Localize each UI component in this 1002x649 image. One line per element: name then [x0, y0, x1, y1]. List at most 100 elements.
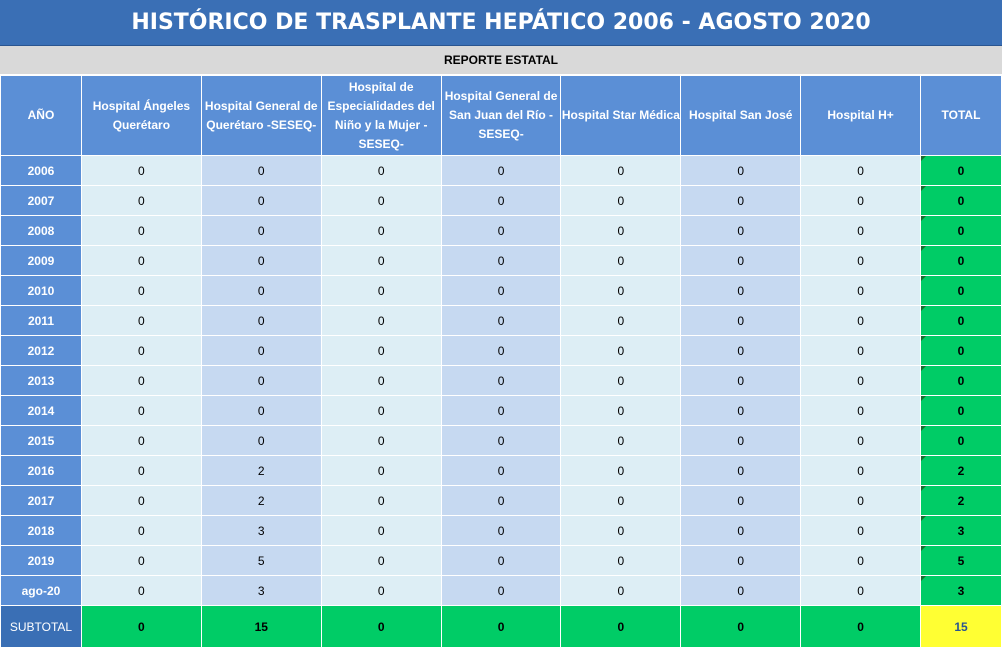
data-cell[interactable]: 0: [320, 515, 442, 546]
data-cell[interactable]: 0: [200, 185, 322, 216]
data-cell[interactable]: 0: [320, 155, 442, 186]
grand-total-cell[interactable]: 15: [920, 605, 1002, 648]
data-cell[interactable]: 0: [800, 515, 921, 546]
data-cell[interactable]: 0: [800, 545, 921, 576]
data-cell[interactable]: 0: [800, 335, 921, 366]
year-cell[interactable]: 2019: [0, 545, 82, 576]
data-cell[interactable]: 0: [80, 155, 202, 186]
data-cell[interactable]: 0: [440, 275, 562, 306]
data-cell[interactable]: 0: [680, 215, 802, 246]
year-cell[interactable]: 2012: [0, 335, 82, 366]
row-total-cell[interactable]: 5: [920, 545, 1002, 576]
data-cell[interactable]: 0: [200, 155, 322, 186]
data-cell[interactable]: 0: [80, 215, 202, 246]
data-cell[interactable]: 0: [680, 455, 802, 486]
data-cell[interactable]: 0: [800, 575, 921, 606]
data-cell[interactable]: 0: [680, 425, 802, 456]
column-header-year[interactable]: AÑO: [0, 75, 82, 156]
data-cell[interactable]: 0: [440, 545, 562, 576]
data-cell[interactable]: 0: [560, 395, 682, 426]
row-total-cell[interactable]: 0: [920, 365, 1002, 396]
data-cell[interactable]: 0: [200, 425, 322, 456]
data-cell[interactable]: 0: [800, 245, 921, 276]
data-cell[interactable]: 0: [440, 185, 562, 216]
data-cell[interactable]: 0: [200, 395, 322, 426]
data-cell[interactable]: 0: [680, 185, 802, 216]
data-cell[interactable]: 0: [320, 425, 442, 456]
data-cell[interactable]: 0: [800, 215, 921, 246]
row-total-cell[interactable]: 0: [920, 245, 1002, 276]
data-cell[interactable]: 0: [800, 395, 921, 426]
data-cell[interactable]: 0: [440, 155, 562, 186]
year-cell[interactable]: 2006: [0, 155, 82, 186]
data-cell[interactable]: 0: [80, 515, 202, 546]
column-header-hospital[interactable]: Hospital H+: [800, 75, 921, 156]
row-total-cell[interactable]: 0: [920, 155, 1002, 186]
row-total-cell[interactable]: 3: [920, 575, 1002, 606]
year-cell[interactable]: 2015: [0, 425, 82, 456]
data-cell[interactable]: 0: [440, 455, 562, 486]
data-cell[interactable]: 0: [560, 485, 682, 516]
data-cell[interactable]: 0: [440, 245, 562, 276]
data-cell[interactable]: 0: [680, 335, 802, 366]
row-total-cell[interactable]: 0: [920, 305, 1002, 336]
data-cell[interactable]: 0: [80, 245, 202, 276]
row-total-cell[interactable]: 0: [920, 275, 1002, 306]
data-cell[interactable]: 0: [680, 245, 802, 276]
data-cell[interactable]: 0: [560, 455, 682, 486]
data-cell[interactable]: 0: [560, 215, 682, 246]
year-cell[interactable]: 2009: [0, 245, 82, 276]
year-cell[interactable]: 2007: [0, 185, 82, 216]
data-cell[interactable]: 0: [680, 305, 802, 336]
row-total-cell[interactable]: 0: [920, 335, 1002, 366]
subtotal-cell[interactable]: 0: [80, 605, 202, 648]
data-cell[interactable]: 0: [80, 275, 202, 306]
data-cell[interactable]: 0: [800, 305, 921, 336]
data-cell[interactable]: 0: [800, 155, 921, 186]
year-cell[interactable]: 2008: [0, 215, 82, 246]
data-cell[interactable]: 0: [200, 335, 322, 366]
subtotal-cell[interactable]: 0: [320, 605, 442, 648]
data-cell[interactable]: 0: [80, 485, 202, 516]
subtotal-cell[interactable]: 0: [560, 605, 682, 648]
data-cell[interactable]: 0: [320, 275, 442, 306]
data-cell[interactable]: 2: [200, 485, 322, 516]
data-cell[interactable]: 0: [800, 425, 921, 456]
data-cell[interactable]: 0: [200, 275, 322, 306]
row-total-cell[interactable]: 0: [920, 215, 1002, 246]
data-cell[interactable]: 0: [80, 395, 202, 426]
data-cell[interactable]: 0: [680, 155, 802, 186]
subtotal-cell[interactable]: 0: [680, 605, 802, 648]
data-cell[interactable]: 0: [80, 185, 202, 216]
data-cell[interactable]: 0: [320, 545, 442, 576]
data-cell[interactable]: 0: [80, 455, 202, 486]
data-cell[interactable]: 0: [320, 365, 442, 396]
data-cell[interactable]: 0: [320, 185, 442, 216]
data-cell[interactable]: 0: [560, 155, 682, 186]
data-cell[interactable]: 0: [680, 485, 802, 516]
column-header-hospital[interactable]: Hospital San José: [680, 75, 802, 156]
data-cell[interactable]: 0: [440, 395, 562, 426]
data-cell[interactable]: 0: [200, 305, 322, 336]
data-cell[interactable]: 0: [320, 455, 442, 486]
year-cell[interactable]: 2013: [0, 365, 82, 396]
year-cell[interactable]: 2018: [0, 515, 82, 546]
data-cell[interactable]: 0: [440, 365, 562, 396]
row-total-cell[interactable]: 0: [920, 425, 1002, 456]
data-cell[interactable]: 0: [560, 245, 682, 276]
data-cell[interactable]: 0: [440, 575, 562, 606]
data-cell[interactable]: 0: [80, 365, 202, 396]
row-total-cell[interactable]: 0: [920, 395, 1002, 426]
data-cell[interactable]: 0: [680, 395, 802, 426]
data-cell[interactable]: 0: [560, 185, 682, 216]
subtotal-label[interactable]: SUBTOTAL: [0, 605, 82, 648]
data-cell[interactable]: 3: [200, 515, 322, 546]
data-cell[interactable]: 0: [200, 365, 322, 396]
data-cell[interactable]: 3: [200, 575, 322, 606]
data-cell[interactable]: 0: [80, 545, 202, 576]
data-cell[interactable]: 0: [560, 335, 682, 366]
data-cell[interactable]: 0: [440, 215, 562, 246]
data-cell[interactable]: 0: [560, 575, 682, 606]
data-cell[interactable]: 5: [200, 545, 322, 576]
data-cell[interactable]: 0: [560, 425, 682, 456]
